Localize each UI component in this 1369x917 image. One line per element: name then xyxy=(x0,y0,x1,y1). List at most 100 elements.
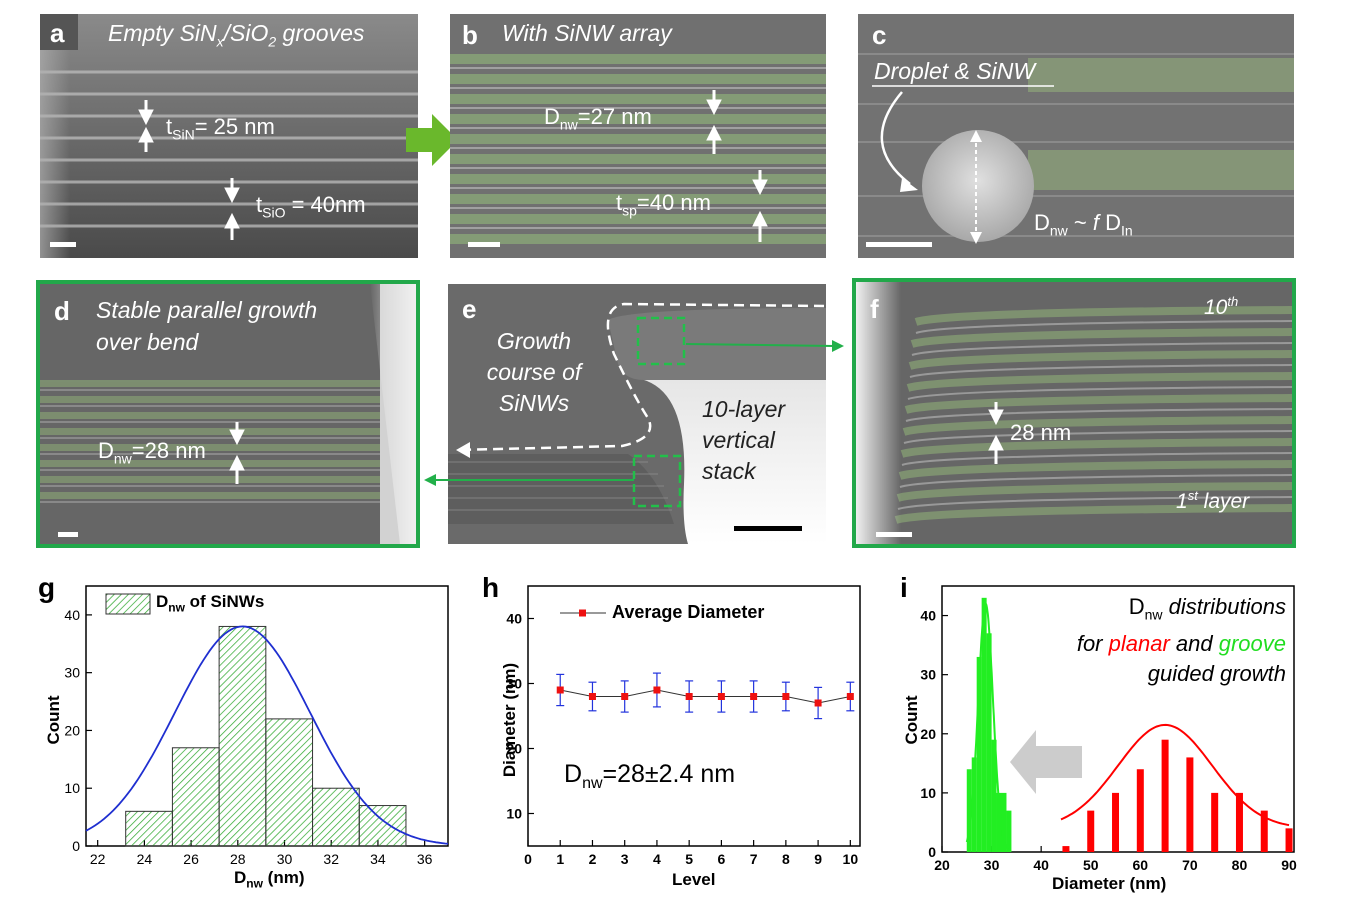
x-tick-label: 30 xyxy=(277,851,293,867)
y-tick-label: 10 xyxy=(920,785,936,801)
histogram-bar xyxy=(981,597,987,852)
x-tick-label: 24 xyxy=(137,851,153,867)
panel-e-sem-image: e Growth course of SiNWs 10-layer vertical s… xyxy=(448,284,826,544)
x-tick-label: 60 xyxy=(1133,857,1149,873)
histogram-bar xyxy=(125,810,173,847)
data-point xyxy=(556,686,564,694)
panel-letter-h: h xyxy=(482,572,500,603)
histogram-bar xyxy=(312,787,360,847)
x-tick-label: 32 xyxy=(323,851,339,867)
histogram-bar xyxy=(986,633,992,852)
histogram-i: 20 30 40 50 60 70 80 90 0 10 20 30 40 xyxy=(920,585,1297,873)
x-tick-label: 80 xyxy=(1232,857,1248,873)
y-tick-label: 0 xyxy=(72,838,80,854)
panel-f-sem-image: f 10th 28 nm 1st layer xyxy=(852,278,1296,548)
data-point xyxy=(717,693,725,700)
gaussian-fit-curve xyxy=(965,602,1010,851)
histogram-bar xyxy=(1087,810,1095,852)
data-point xyxy=(814,699,822,707)
histogram-bar xyxy=(1285,828,1293,852)
legend-g-swatch xyxy=(105,593,151,615)
legend-g-label: Dnw of SiNWs xyxy=(156,592,265,615)
histogram-bar xyxy=(966,769,972,852)
gaussian-fit-curve xyxy=(85,625,449,845)
scale-bar-d xyxy=(58,532,78,537)
panel-f-layers xyxy=(856,282,1292,544)
histogram-bar xyxy=(976,656,982,852)
panel-letter-i: i xyxy=(900,572,908,603)
panel-c-droplet xyxy=(858,14,1294,258)
panel-c-sem-image: c Droplet & SiNW Dnw ~ f DIn xyxy=(858,14,1294,258)
chart-g: g 22 24 26 28 30 32 34 36 0 10 20 30 40 Dnw of SiNWs… xyxy=(30,572,450,912)
panel-b-nanowires xyxy=(450,14,826,258)
average-line xyxy=(560,689,851,704)
x-axis-label-h: Level xyxy=(672,870,716,889)
histogram-bar xyxy=(1001,792,1007,852)
y-axis-label-i: Count xyxy=(902,695,921,745)
panel-b-nw-diameter: Dnw=27 nm xyxy=(544,104,652,133)
data-point xyxy=(588,693,596,700)
plot-frame xyxy=(527,585,861,847)
scale-bar-f xyxy=(876,532,912,537)
line-plot-h: 0 1 2 3 4 5 6 7 8 9 10 10 20 30 40 xyxy=(506,585,861,867)
chart-i: i 20 30 40 50 60 70 80 90 0 10 20 30 40 Dnw distribu… xyxy=(896,572,1306,912)
data-point xyxy=(653,686,661,694)
x-tick-label: 28 xyxy=(230,851,246,867)
scale-bar-b xyxy=(468,242,500,247)
x-tick-label: 36 xyxy=(417,851,433,867)
x-tick-label: 20 xyxy=(934,857,950,873)
panel-a-grooves xyxy=(40,14,418,258)
gray-arrow-icon xyxy=(1010,730,1082,794)
x-tick-label: 10 xyxy=(843,851,859,867)
legend-h-label: Average Diameter xyxy=(612,602,765,622)
scale-bar-a xyxy=(50,242,76,247)
panel-letter-e: e xyxy=(462,294,477,324)
panel-letter-c: c xyxy=(872,20,887,50)
panel-b-spacer-thickness: tsp=40 nm xyxy=(616,190,711,219)
y-tick-label: 30 xyxy=(506,676,522,692)
panel-a-sin-thickness: tSiN= 25 nm xyxy=(166,114,275,143)
scale-bar-c xyxy=(866,242,932,247)
y-tick-label: 10 xyxy=(64,780,80,796)
histogram-bar xyxy=(1062,846,1070,852)
annotation-i: Dnw distributions for planar and groove … xyxy=(1076,594,1286,687)
panel-d-title: Stable parallel growth over bend xyxy=(96,297,318,355)
histogram-bar xyxy=(265,718,314,847)
x-tick-label: 2 xyxy=(589,851,597,867)
histogram-bar xyxy=(171,747,220,847)
x-axis-label-i: Diameter (nm) xyxy=(1052,874,1167,893)
x-tick-label: 4 xyxy=(653,851,661,867)
x-tick-label: 3 xyxy=(621,851,629,867)
x-tick-label: 26 xyxy=(183,851,199,867)
panel-letter-d: d xyxy=(54,296,70,326)
panel-a-sem-image: a Empty SiNx/SiO2 grooves tSiN= 25 nm tS… xyxy=(40,14,418,258)
x-tick-label: 34 xyxy=(370,851,386,867)
x-tick-label: 22 xyxy=(90,851,106,867)
legend-h-marker xyxy=(579,609,586,617)
panel-letter-a: a xyxy=(50,18,65,48)
panel-a-letter-bg xyxy=(40,14,78,50)
histogram-g: 22 24 26 28 30 32 34 36 0 10 20 30 40 xyxy=(64,585,449,867)
histogram-bar xyxy=(218,625,267,847)
panel-letter-f: f xyxy=(870,294,879,324)
chart-h: h 0 1 2 3 4 5 6 7 8 9 10 10 20 30 40 Average Diameter … xyxy=(478,572,898,912)
x-tick-label: 5 xyxy=(685,851,693,867)
y-tick-label: 40 xyxy=(64,607,80,623)
histogram-bar xyxy=(1235,792,1243,852)
histogram-bar xyxy=(1006,810,1012,852)
y-tick-label: 20 xyxy=(920,726,936,742)
panel-c-diameter-relation: Dnw ~ f DIn xyxy=(1034,210,1133,239)
histogram-bar xyxy=(991,739,997,852)
panel-e-stack-label: 10-layer vertical stack xyxy=(702,396,786,484)
y-tick-label: 30 xyxy=(920,667,936,683)
data-point xyxy=(685,693,693,700)
x-tick-label: 0 xyxy=(524,851,532,867)
x-tick-label: 70 xyxy=(1182,857,1198,873)
histogram-bar xyxy=(1161,739,1169,852)
panel-f-top-layer-label: 10th xyxy=(1204,294,1239,319)
data-point xyxy=(750,693,758,700)
histogram-bar xyxy=(358,805,407,847)
x-tick-label: 1 xyxy=(556,851,564,867)
panel-a-sio-thickness: tSiO = 40nm xyxy=(256,192,366,221)
